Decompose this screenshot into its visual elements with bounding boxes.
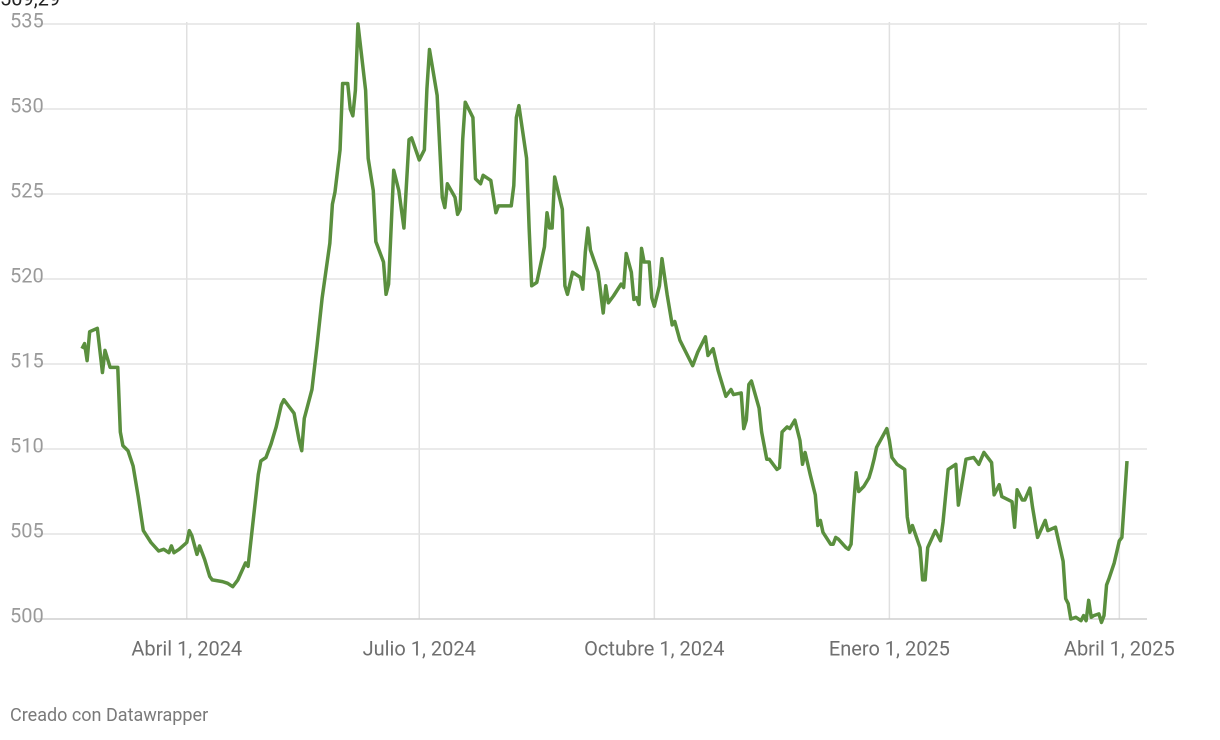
y-tick-label: 515 xyxy=(10,348,44,372)
x-tick-label: Abril 1, 2024 xyxy=(131,636,242,660)
y-tick-label: 530 xyxy=(10,93,44,117)
y-tick-label: 505 xyxy=(10,518,44,542)
y-tick-label: 520 xyxy=(10,263,44,287)
data-line xyxy=(80,22,1129,625)
x-tick-label: Octubre 1, 2024 xyxy=(584,636,724,660)
y-tick-label: 535 xyxy=(10,8,44,32)
credit: Creado con Datawrapper xyxy=(10,705,208,726)
y-tick-label: 500 xyxy=(10,603,44,627)
x-tick-label: Julio 1, 2024 xyxy=(363,636,476,660)
y-tick-label: 510 xyxy=(10,433,44,457)
value-label: 509,29 xyxy=(0,0,60,10)
y-tick-label: 525 xyxy=(10,178,44,202)
x-tick-label: Enero 1, 2025 xyxy=(829,636,950,660)
x-tick-label: Abril 1, 2025 xyxy=(1064,636,1175,660)
